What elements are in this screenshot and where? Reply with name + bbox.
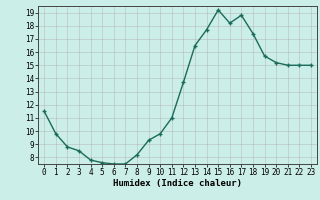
X-axis label: Humidex (Indice chaleur): Humidex (Indice chaleur) [113, 179, 242, 188]
